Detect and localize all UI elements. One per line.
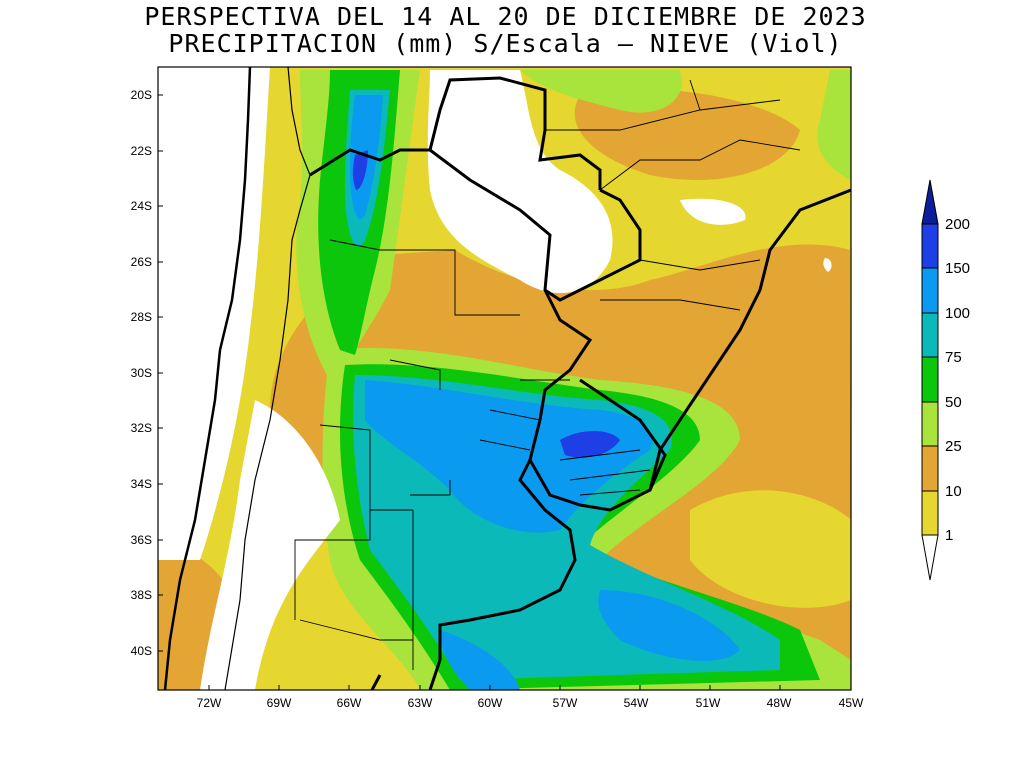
lat-label-24s: 24S bbox=[131, 199, 152, 213]
field-below-1-brazil bbox=[680, 198, 746, 225]
political-borders bbox=[163, 67, 851, 690]
argentina-north-border bbox=[309, 148, 642, 302]
field-1-10-ocean bbox=[690, 490, 851, 608]
brazil-coastline bbox=[648, 188, 851, 491]
lat-label-30s: 30S bbox=[131, 366, 152, 380]
precip-field bbox=[158, 67, 851, 690]
legend-label-200: 200 bbox=[945, 216, 970, 233]
field-100-150-south bbox=[440, 630, 520, 690]
field-100-150-ocean bbox=[598, 590, 740, 661]
uruguay-department-borders bbox=[479, 379, 651, 496]
lon-label-57w: 57W bbox=[553, 696, 578, 710]
legend-label-1: 1 bbox=[945, 527, 953, 544]
legend-label-150: 150 bbox=[945, 260, 970, 277]
patagonia-coast bbox=[370, 674, 382, 690]
lat-label-22s: 22S bbox=[131, 144, 152, 158]
pacific-coastline bbox=[163, 67, 252, 690]
latitude-axis: 20S 22S 24S 26S 28S 30S 32S 34S 36S 38S … bbox=[131, 88, 163, 658]
legend-label-10: 10 bbox=[945, 483, 962, 500]
color-legend: 1 10 25 50 75 100 150 200 bbox=[921, 179, 970, 581]
lon-label-48w: 48W bbox=[767, 696, 792, 710]
andes-border bbox=[224, 67, 311, 690]
argentina-province-borders bbox=[294, 239, 520, 670]
legend-swatch-25-50 bbox=[921, 401, 939, 447]
legend-swatch-100-150 bbox=[921, 267, 939, 314]
legend-label-50: 50 bbox=[945, 394, 962, 411]
field-below-1-chile bbox=[158, 67, 270, 560]
lon-label-72w: 72W bbox=[197, 696, 222, 710]
field-150-200-andes bbox=[352, 150, 368, 190]
lat-label-38s: 38S bbox=[131, 588, 152, 602]
buenos-aires-coastline bbox=[428, 459, 577, 690]
map-title-line-1: PERSPECTIVA DEL 14 AL 20 DE DICIEMBRE DE… bbox=[144, 2, 867, 31]
field-100-150-central bbox=[365, 380, 653, 533]
legend-swatch-200-plus bbox=[921, 179, 939, 225]
field-25-50-north bbox=[520, 70, 682, 113]
lat-label-40s: 40S bbox=[131, 644, 152, 658]
uruguay-border bbox=[528, 289, 667, 512]
legend-label-25: 25 bbox=[945, 438, 962, 455]
legend-swatch-below-1 bbox=[921, 534, 939, 581]
legend-swatch-10-25 bbox=[921, 445, 939, 492]
field-below-1-coast bbox=[823, 258, 832, 272]
lon-label-60w: 60W bbox=[478, 696, 503, 710]
field-25-50-northeast bbox=[817, 70, 851, 180]
legend-swatch-50-75 bbox=[921, 356, 939, 403]
lat-label-36s: 36S bbox=[131, 533, 152, 547]
legend-label-100: 100 bbox=[945, 305, 970, 322]
longitude-axis: 72W 69W 66W 63W 60W 57W 54W 51W 48W 45W bbox=[197, 685, 864, 710]
lat-label-32s: 32S bbox=[131, 421, 152, 435]
field-below-1-cuyo bbox=[200, 400, 340, 690]
bolivia-border bbox=[428, 76, 602, 190]
lat-label-34s: 34S bbox=[131, 477, 152, 491]
legend-swatch-1-10 bbox=[921, 490, 939, 536]
map-title-line-2: PRECIPITACION (mm) S/Escala – NIEVE (Vio… bbox=[168, 29, 843, 58]
lon-label-51w: 51W bbox=[696, 696, 721, 710]
lon-label-63w: 63W bbox=[408, 696, 433, 710]
field-150-200-uruguay bbox=[560, 431, 620, 458]
map-frame bbox=[157, 66, 852, 691]
lon-label-54w: 54W bbox=[624, 696, 649, 710]
field-below-1-chaco bbox=[427, 70, 613, 294]
legend-label-75: 75 bbox=[945, 349, 962, 366]
lon-label-66w: 66W bbox=[337, 696, 362, 710]
lon-label-45w: 45W bbox=[839, 696, 864, 710]
legend-swatch-75-100 bbox=[921, 312, 939, 358]
brazil-state-borders bbox=[545, 79, 801, 311]
lon-label-69w: 69W bbox=[267, 696, 292, 710]
legend-swatch-150-200 bbox=[921, 223, 939, 269]
lat-label-20s: 20S bbox=[131, 88, 152, 102]
lat-label-28s: 28S bbox=[131, 310, 152, 324]
lat-label-26s: 26S bbox=[131, 255, 152, 269]
